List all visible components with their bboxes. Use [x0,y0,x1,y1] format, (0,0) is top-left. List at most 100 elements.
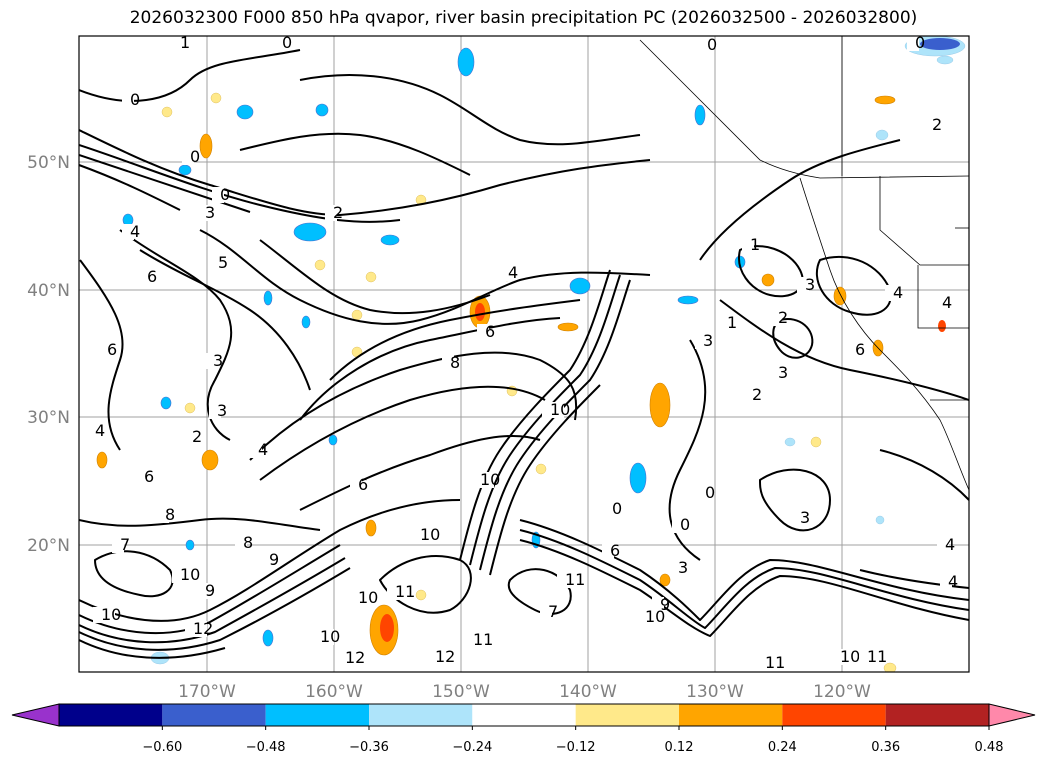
contour-label: 3 [217,401,227,420]
colorbar [11,703,1036,727]
colorbar-segment [369,704,473,726]
latitude-label: 30°N [27,408,70,428]
contour-label: 2 [778,308,788,327]
contour-label: 1 [180,33,190,52]
contour-label: 4 [948,572,958,591]
contour-label: 10 [358,588,378,607]
colorbar-tick-label: −0.24 [452,740,492,755]
contour-label: 11 [765,653,785,672]
latitude-label: 50°N [27,153,70,173]
contour-label: 0 [612,499,622,518]
dark-blue-patches [920,38,960,50]
contour-label: 4 [130,222,140,241]
contour-label: 4 [95,421,105,440]
colorbar-tick-label: 0.12 [665,740,694,755]
contour-label: 12 [345,648,365,667]
colorbar-tick-label: 0.48 [975,740,1004,755]
contour-label: 3 [213,351,223,370]
contour-label: 11 [565,570,585,589]
contour-label: 2 [192,427,202,446]
contour-label: 9 [205,581,215,600]
contour-label: 1 [727,313,737,332]
contour-label: 11 [867,647,887,666]
contour-label: 4 [893,283,903,302]
colorbar-segment [575,704,679,726]
negative-anomaly-patches [122,47,746,647]
colorbar-tick-label: −0.48 [246,740,286,755]
contour-label: 10 [180,565,200,584]
contour-label: 0 [220,185,230,204]
contour-label: 9 [660,595,670,614]
qvapor-contours [79,49,969,659]
colorbar-tick-label: 0.24 [768,740,797,755]
colorbar-segment [885,704,989,726]
contour-label: 11 [395,582,415,601]
contour-label: 0 [680,515,690,534]
pale-yellow-patches [161,92,897,672]
colorbar-tick-label: −0.36 [349,740,389,755]
longitude-labels: 170°W 160°W 150°W 140°W 130°W 120°W [178,682,871,702]
longitude-label: 140°W [559,682,617,702]
contour-label: 0 [190,147,200,166]
latitude-labels: 50°N 40°N 30°N 20°N [27,153,70,556]
contour-label: 0 [705,483,715,502]
contour-label: 3 [805,275,815,294]
contour-label: 6 [107,340,117,359]
contour-label: 3 [800,508,810,527]
contour-label: 4 [258,440,268,459]
colorbar-tick-label: 0.36 [871,740,900,755]
contour-label: 3 [778,363,788,382]
map-frame [78,35,970,673]
contour-label: 10 [420,525,440,544]
contour-label: 2 [752,385,762,404]
figure-title: 2026032300 F000 850 hPa qvapor, river ba… [129,8,918,28]
coastlines [639,36,969,491]
contour-label: 10 [320,627,340,646]
contour-label: 0 [130,90,140,109]
colorbar-segment [162,704,266,726]
contour-label: 10 [840,647,860,666]
colorbar-segment [679,704,783,726]
colorbar-tick-label: −0.60 [142,740,182,755]
contour-label: 7 [120,535,130,554]
contour-label: 7 [548,602,558,621]
contour-label: 0 [282,33,292,52]
contour-label: 4 [945,535,955,554]
contour-label: 10 [645,607,665,626]
colorbar-segment [265,704,369,726]
contour-label: 4 [508,263,518,282]
contour-label: 6 [610,541,620,560]
contour-label: 11 [473,630,493,649]
contour-label: 5 [218,253,228,272]
longitude-label: 130°W [686,682,744,702]
contour-label: 4 [942,293,952,312]
contour-label: 12 [435,647,455,666]
contour-label: 10 [101,605,121,624]
colorbar-segment [472,704,576,726]
colorbar-tick-label: −0.12 [556,740,596,755]
contour-label: 3 [678,558,688,577]
contour-label: 3 [703,331,713,350]
contour-label: 6 [855,340,865,359]
colorbar-min-arrow [11,703,60,727]
colorbar-segment [59,704,163,726]
contour-label: 12 [193,619,213,638]
longitude-label: 160°W [305,682,363,702]
red-anomaly-patches [380,303,946,642]
colorbar-tick-labels: −0.60 −0.48 −0.36 −0.24 −0.12 0.12 0.24 0.36 0.4… [142,726,1004,755]
contour-label: 10 [480,470,500,489]
contour-label: 10 [550,400,570,419]
longitude-label: 170°W [178,682,236,702]
colorbar-outline [58,703,990,727]
contour-label: 6 [485,322,495,341]
contour-label: 2 [333,203,343,222]
contour-label: 3 [205,203,215,222]
contour-label: 6 [358,475,368,494]
contour-label: 8 [243,533,253,552]
colorbar-max-arrow [988,703,1036,727]
contour-label: 9 [269,550,279,569]
contour-label: 6 [147,267,157,286]
longitude-label: 120°W [813,682,871,702]
